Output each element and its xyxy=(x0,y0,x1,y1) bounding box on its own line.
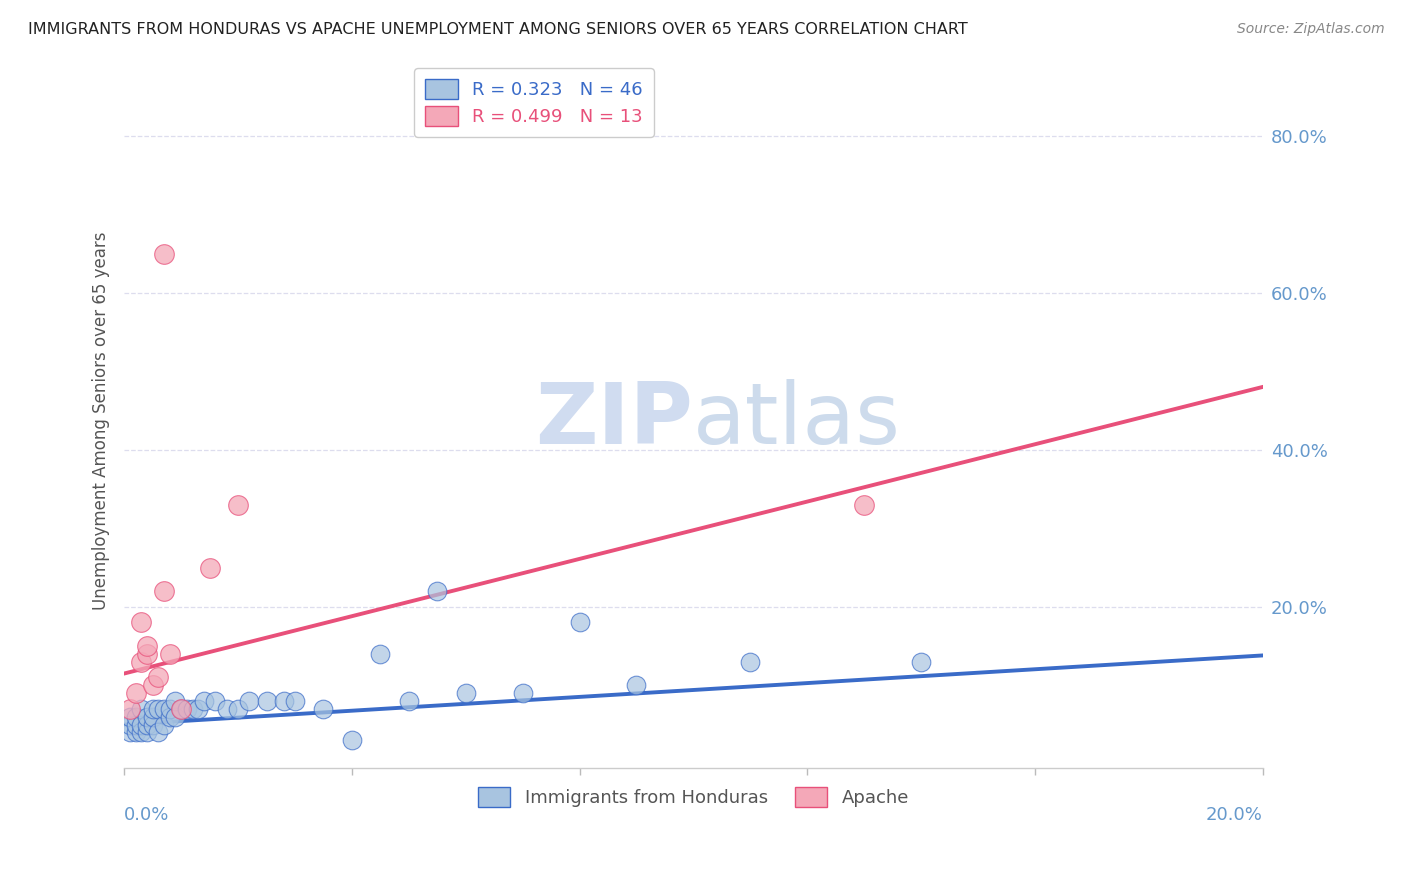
Point xyxy=(136,717,159,731)
Text: 0.0%: 0.0% xyxy=(124,805,170,824)
Point xyxy=(142,702,165,716)
Point xyxy=(124,686,146,700)
Point xyxy=(426,584,449,599)
Point xyxy=(142,709,165,723)
Point xyxy=(312,702,335,716)
Point xyxy=(142,717,165,731)
Point xyxy=(118,717,141,731)
Point xyxy=(118,709,141,723)
Point xyxy=(153,584,176,599)
Point xyxy=(153,717,176,731)
Point xyxy=(226,498,249,512)
Point xyxy=(153,246,176,260)
Point xyxy=(170,702,193,716)
Point xyxy=(170,702,193,716)
Point xyxy=(159,709,181,723)
Point xyxy=(238,694,260,708)
Point xyxy=(142,678,165,692)
Point xyxy=(165,694,187,708)
Text: Source: ZipAtlas.com: Source: ZipAtlas.com xyxy=(1237,22,1385,37)
Point xyxy=(626,678,648,692)
Point xyxy=(148,670,170,684)
Point xyxy=(136,647,159,661)
Y-axis label: Unemployment Among Seniors over 65 years: Unemployment Among Seniors over 65 years xyxy=(93,231,110,609)
Point xyxy=(129,717,152,731)
Point xyxy=(118,725,141,739)
Point xyxy=(159,647,181,661)
Point xyxy=(204,694,226,708)
Point xyxy=(187,702,209,716)
Point xyxy=(193,694,215,708)
Point xyxy=(148,702,170,716)
Point xyxy=(124,717,146,731)
Text: IMMIGRANTS FROM HONDURAS VS APACHE UNEMPLOYMENT AMONG SENIORS OVER 65 YEARS CORR: IMMIGRANTS FROM HONDURAS VS APACHE UNEMP… xyxy=(28,22,967,37)
Point xyxy=(129,702,152,716)
Point xyxy=(129,655,152,669)
Point xyxy=(398,694,420,708)
Point xyxy=(136,725,159,739)
Text: atlas: atlas xyxy=(693,379,901,462)
Point xyxy=(853,498,876,512)
Point xyxy=(124,709,146,723)
Point xyxy=(165,709,187,723)
Point xyxy=(198,560,221,574)
Point xyxy=(176,702,198,716)
Point xyxy=(226,702,249,716)
Point xyxy=(568,615,591,630)
Point xyxy=(454,686,477,700)
Point xyxy=(256,694,278,708)
Point xyxy=(215,702,238,716)
Point xyxy=(136,639,159,653)
Point xyxy=(340,733,363,747)
Point xyxy=(181,702,204,716)
Point xyxy=(136,709,159,723)
Text: 20.0%: 20.0% xyxy=(1206,805,1263,824)
Point xyxy=(370,647,392,661)
Point xyxy=(512,686,534,700)
Text: ZIP: ZIP xyxy=(536,379,693,462)
Point xyxy=(129,725,152,739)
Point xyxy=(129,615,152,630)
Point xyxy=(153,702,176,716)
Point xyxy=(284,694,307,708)
Point xyxy=(740,655,762,669)
Point xyxy=(273,694,295,708)
Point xyxy=(148,725,170,739)
Point xyxy=(118,702,141,716)
Point xyxy=(124,725,146,739)
Point xyxy=(910,655,932,669)
Legend: Immigrants from Honduras, Apache: Immigrants from Honduras, Apache xyxy=(471,780,917,814)
Point xyxy=(159,702,181,716)
